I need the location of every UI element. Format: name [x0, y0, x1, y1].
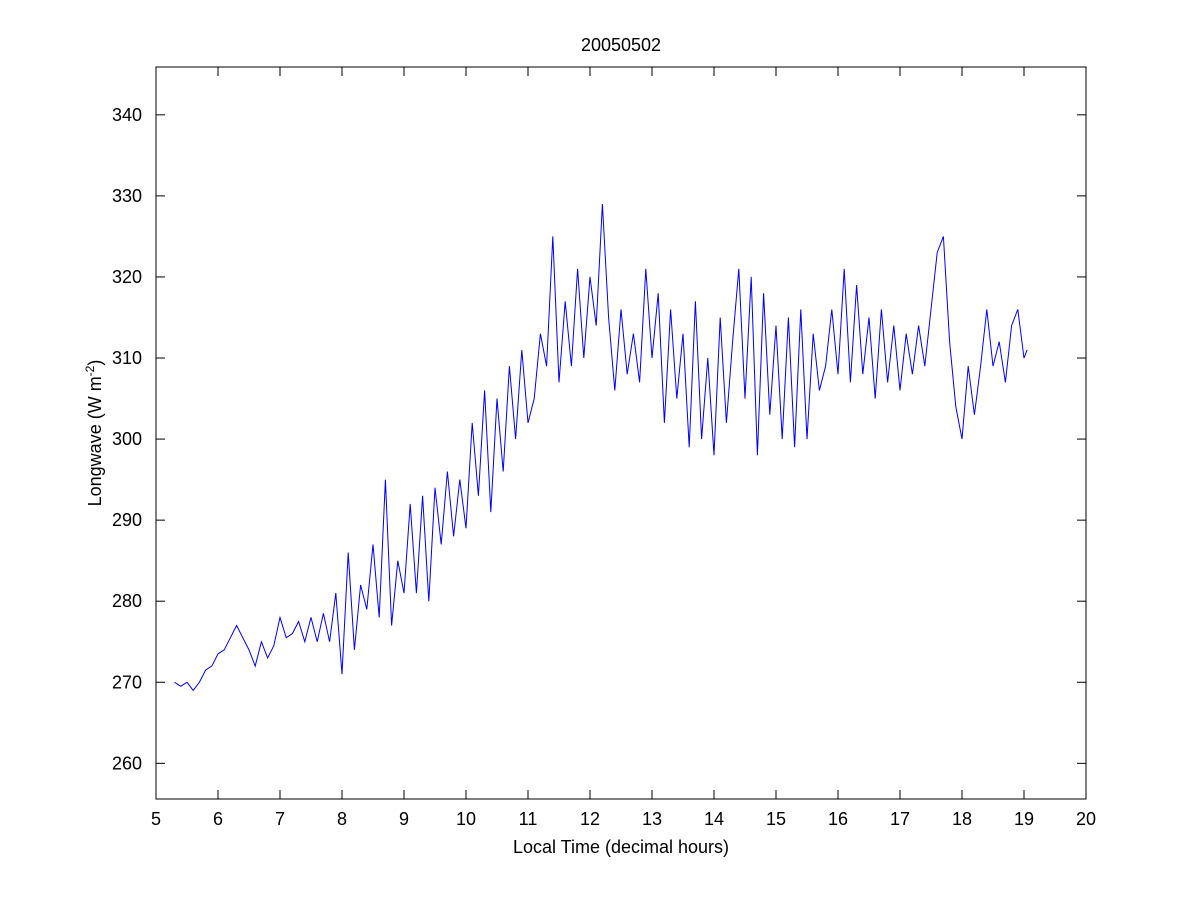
x-tick-label: 8: [337, 809, 347, 829]
x-axis-label: Local Time (decimal hours): [513, 837, 729, 857]
x-tick-label: 9: [399, 809, 409, 829]
x-tick-label: 7: [275, 809, 285, 829]
y-axis-label-end: ): [85, 360, 105, 366]
plot-frame: [155, 66, 1087, 800]
x-tick-label: 12: [580, 809, 600, 829]
y-tick-label: 310: [112, 348, 142, 368]
y-axis-label: Longwave (W m-2): [83, 360, 105, 507]
x-tick-label: 5: [151, 809, 161, 829]
y-tick-label: 280: [112, 591, 142, 611]
x-tick-label: 13: [642, 809, 662, 829]
x-tick-label: 18: [952, 809, 972, 829]
x-tick-label: 20: [1076, 809, 1096, 829]
y-tick-label: 330: [112, 186, 142, 206]
x-tick-label: 17: [890, 809, 910, 829]
y-tick-label: 340: [112, 105, 142, 125]
data-line: [174, 203, 1028, 692]
y-axis-label-main: Longwave (W m: [85, 376, 105, 506]
y-tick-label: 300: [112, 429, 142, 449]
x-tick-label: 19: [1014, 809, 1034, 829]
x-tick-label: 11: [519, 809, 538, 829]
x-tick-label: 6: [213, 809, 223, 829]
y-axis-label-sup: -2: [83, 365, 97, 376]
y-tick-label: 270: [112, 672, 142, 692]
y-tick-label: 320: [112, 267, 142, 287]
x-tick-label: 14: [704, 809, 724, 829]
chart-title: 20050502: [581, 35, 661, 55]
x-tick-label: 15: [766, 809, 786, 829]
x-tick-label: 16: [828, 809, 848, 829]
y-tick-label: 260: [112, 753, 142, 773]
x-tick-label: 10: [456, 809, 476, 829]
y-tick-label: 290: [112, 510, 142, 530]
